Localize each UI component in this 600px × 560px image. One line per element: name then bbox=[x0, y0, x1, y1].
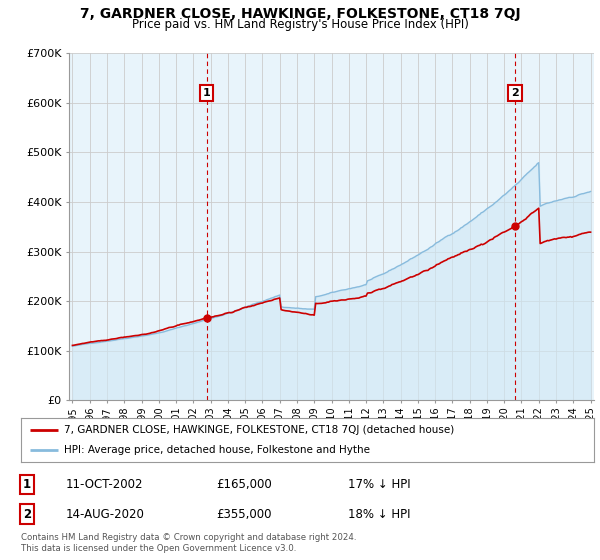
Text: 1: 1 bbox=[23, 478, 31, 491]
Text: 18% ↓ HPI: 18% ↓ HPI bbox=[348, 507, 410, 521]
Text: HPI: Average price, detached house, Folkestone and Hythe: HPI: Average price, detached house, Folk… bbox=[64, 445, 370, 455]
Text: 2: 2 bbox=[511, 88, 519, 98]
Text: 2: 2 bbox=[23, 507, 31, 521]
Text: Price paid vs. HM Land Registry's House Price Index (HPI): Price paid vs. HM Land Registry's House … bbox=[131, 18, 469, 31]
Text: 1: 1 bbox=[203, 88, 211, 98]
Text: 17% ↓ HPI: 17% ↓ HPI bbox=[348, 478, 410, 491]
Text: 11-OCT-2002: 11-OCT-2002 bbox=[66, 478, 143, 491]
Text: £355,000: £355,000 bbox=[216, 507, 271, 521]
Text: 7, GARDNER CLOSE, HAWKINGE, FOLKESTONE, CT18 7QJ (detached house): 7, GARDNER CLOSE, HAWKINGE, FOLKESTONE, … bbox=[64, 425, 454, 435]
Text: Contains HM Land Registry data © Crown copyright and database right 2024.
This d: Contains HM Land Registry data © Crown c… bbox=[21, 533, 356, 553]
Text: £165,000: £165,000 bbox=[216, 478, 272, 491]
Text: 14-AUG-2020: 14-AUG-2020 bbox=[66, 507, 145, 521]
Text: 7, GARDNER CLOSE, HAWKINGE, FOLKESTONE, CT18 7QJ: 7, GARDNER CLOSE, HAWKINGE, FOLKESTONE, … bbox=[80, 7, 520, 21]
